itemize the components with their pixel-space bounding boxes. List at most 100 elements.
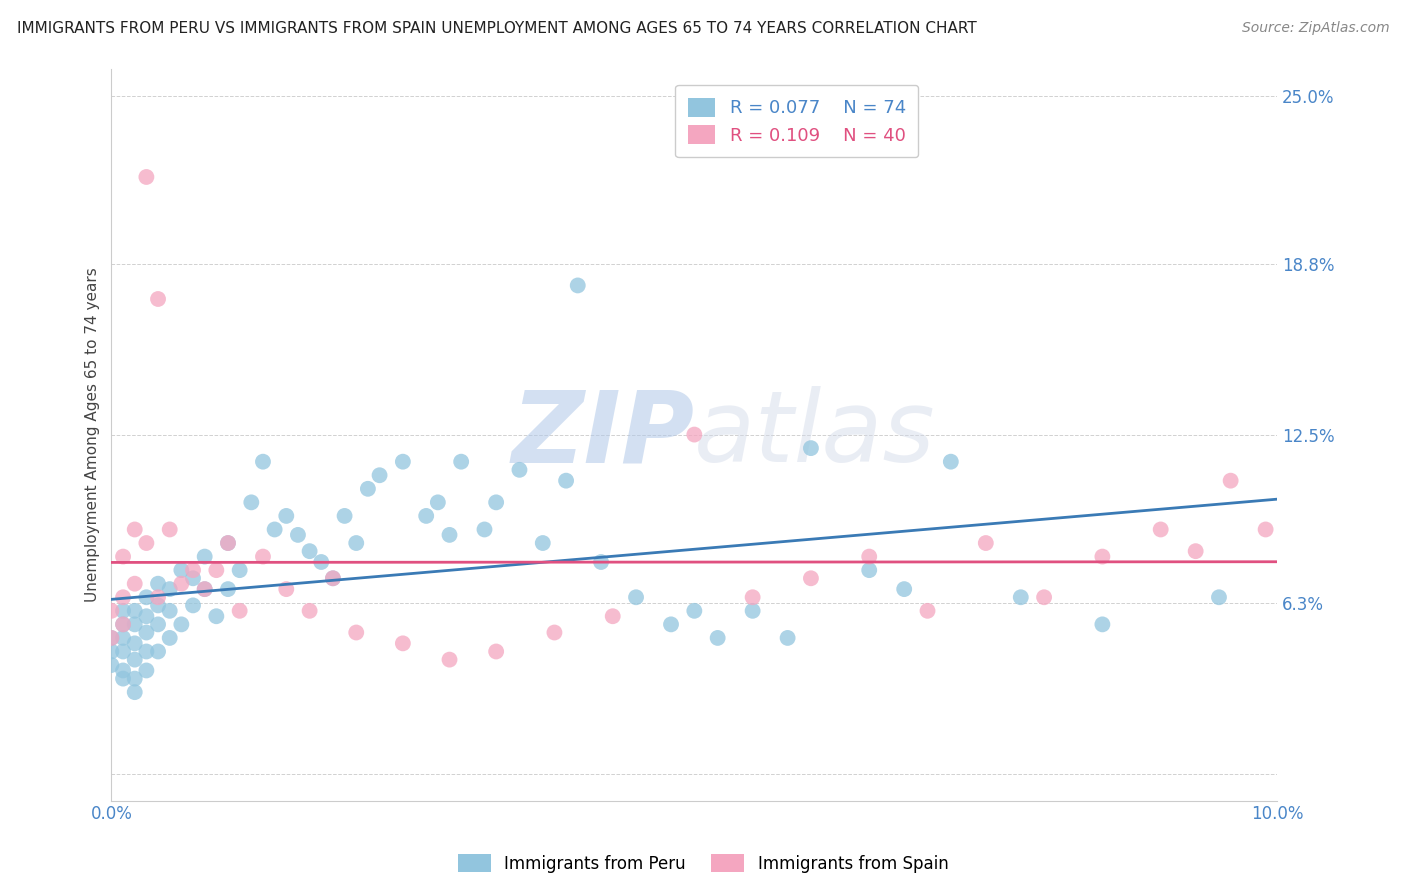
Point <box>112 617 135 632</box>
Point <box>112 664 135 678</box>
Point <box>112 604 135 618</box>
Point <box>100 604 122 618</box>
Legend: Immigrants from Peru, Immigrants from Spain: Immigrants from Peru, Immigrants from Sp… <box>451 847 955 880</box>
Point <box>112 644 135 658</box>
Point <box>450 455 472 469</box>
Point <box>741 604 763 618</box>
Point <box>194 582 217 596</box>
Point <box>1150 523 1173 537</box>
Point <box>228 604 250 618</box>
Text: IMMIGRANTS FROM PERU VS IMMIGRANTS FROM SPAIN UNEMPLOYMENT AMONG AGES 65 TO 74 Y: IMMIGRANTS FROM PERU VS IMMIGRANTS FROM … <box>17 21 977 36</box>
Point <box>100 631 122 645</box>
Point <box>298 604 321 618</box>
Point <box>485 495 508 509</box>
Point <box>240 495 263 509</box>
Point <box>252 455 274 469</box>
Point <box>124 685 146 699</box>
Point <box>170 576 193 591</box>
Point <box>322 571 344 585</box>
Point <box>392 636 415 650</box>
Point <box>217 536 239 550</box>
Point <box>439 528 461 542</box>
Point <box>194 549 217 564</box>
Point <box>124 672 146 686</box>
Point <box>474 523 496 537</box>
Point <box>333 508 356 523</box>
Point <box>392 455 415 469</box>
Point <box>683 604 706 618</box>
Point <box>858 563 880 577</box>
Point <box>263 523 285 537</box>
Point <box>205 563 228 577</box>
Point <box>309 555 332 569</box>
Point <box>567 278 589 293</box>
Point <box>135 609 157 624</box>
Point <box>100 658 122 673</box>
Point <box>344 625 367 640</box>
Point <box>426 495 449 509</box>
Point <box>146 644 169 658</box>
Text: ZIP: ZIP <box>512 386 695 483</box>
Point <box>591 555 613 569</box>
Point <box>287 528 309 542</box>
Point <box>170 617 193 632</box>
Point <box>800 441 823 455</box>
Point <box>555 474 578 488</box>
Point <box>858 549 880 564</box>
Point <box>298 544 321 558</box>
Point <box>974 536 997 550</box>
Point <box>170 563 193 577</box>
Point <box>112 631 135 645</box>
Point <box>112 617 135 632</box>
Point <box>135 591 157 605</box>
Point <box>146 599 169 613</box>
Point <box>531 536 554 550</box>
Point <box>135 664 157 678</box>
Point <box>124 636 146 650</box>
Point <box>276 582 298 596</box>
Point <box>146 591 169 605</box>
Point <box>1033 591 1056 605</box>
Y-axis label: Unemployment Among Ages 65 to 74 years: Unemployment Among Ages 65 to 74 years <box>86 268 100 602</box>
Point <box>205 609 228 624</box>
Point <box>194 582 217 596</box>
Point <box>228 563 250 577</box>
Point <box>124 652 146 666</box>
Point <box>146 617 169 632</box>
Point <box>100 644 122 658</box>
Point <box>181 599 204 613</box>
Point <box>124 604 146 618</box>
Point <box>1254 523 1277 537</box>
Point <box>124 617 146 632</box>
Point <box>800 571 823 585</box>
Point <box>893 582 915 596</box>
Point <box>159 523 181 537</box>
Point <box>602 609 624 624</box>
Point <box>1219 474 1241 488</box>
Point <box>124 576 146 591</box>
Point <box>112 591 135 605</box>
Point <box>939 455 962 469</box>
Point <box>252 549 274 564</box>
Text: Source: ZipAtlas.com: Source: ZipAtlas.com <box>1241 21 1389 35</box>
Point <box>181 563 204 577</box>
Point <box>508 463 530 477</box>
Point <box>485 644 508 658</box>
Point <box>344 536 367 550</box>
Text: atlas: atlas <box>695 386 936 483</box>
Point <box>135 536 157 550</box>
Point <box>624 591 647 605</box>
Point <box>159 631 181 645</box>
Point <box>1091 549 1114 564</box>
Point <box>217 536 239 550</box>
Point <box>135 169 157 184</box>
Point <box>415 508 437 523</box>
Point <box>217 582 239 596</box>
Point <box>368 468 391 483</box>
Legend: R = 0.077    N = 74, R = 0.109    N = 40: R = 0.077 N = 74, R = 0.109 N = 40 <box>675 85 918 157</box>
Point <box>917 604 939 618</box>
Point <box>706 631 728 645</box>
Point <box>124 523 146 537</box>
Point <box>112 549 135 564</box>
Point <box>439 652 461 666</box>
